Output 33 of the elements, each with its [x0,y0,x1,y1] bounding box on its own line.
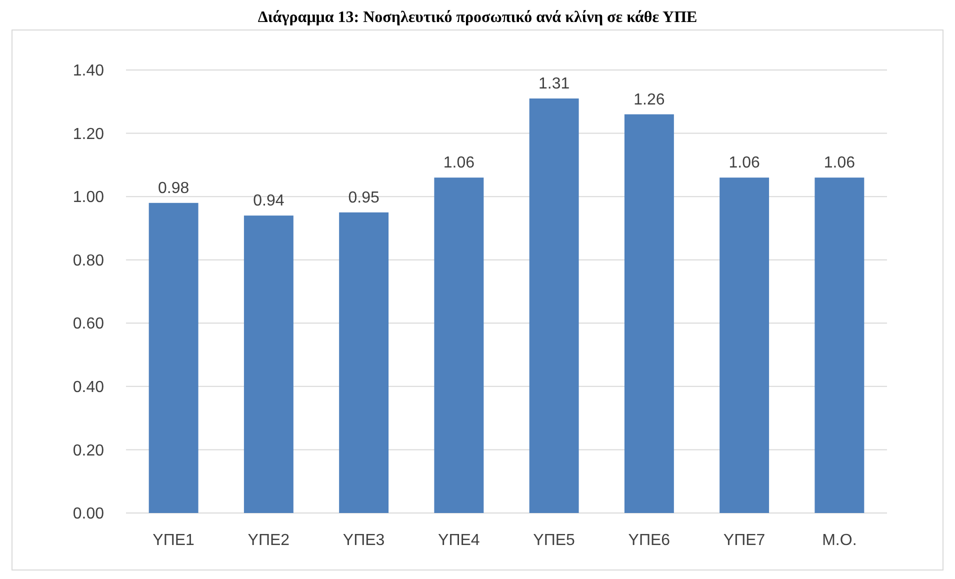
data-label: 1.26 [634,91,665,108]
y-tick-label: 1.20 [72,126,104,143]
bar [624,114,674,513]
y-tick-label: 0.80 [72,252,104,270]
chart-title: Διάγραμμα 13: Νοσηλευτικό προσωπικό ανά κλίνη σε κάθε ΥΠΕ [258,9,698,26]
data-label: 0.94 [253,192,284,210]
y-tick-label: 0.20 [72,442,104,460]
data-label: 0.98 [158,180,190,197]
bar [529,98,579,513]
data-label: 1.06 [824,154,856,172]
bar [244,216,294,513]
data-label: 1.31 [538,75,570,92]
x-tick-label: ΥΠΕ5 [533,532,576,549]
x-tick-label: ΥΠΕ6 [628,532,670,549]
y-tick-label: 1.40 [72,62,104,80]
x-tick-label: ΥΠΕ7 [723,532,766,549]
bar [148,202,198,513]
x-tick-label: ΥΠΕ4 [438,532,480,549]
bar [339,212,389,513]
y-tick-label: 1.00 [72,189,104,206]
x-tick-label: ΥΠΕ3 [342,532,385,549]
x-tick-label: Μ.Ο. [822,532,857,549]
bar [814,178,864,513]
y-tick-label: 0.40 [72,379,104,396]
bar [720,178,770,513]
bar [434,178,484,513]
y-tick-label: 0.00 [72,506,104,523]
x-tick-label: ΥΠΕ2 [248,532,290,549]
data-label: 1.06 [728,154,760,172]
data-label: 0.95 [348,189,380,206]
y-tick-label: 0.60 [72,316,104,333]
data-label: 1.06 [443,154,475,172]
x-tick-label: ΥΠΕ1 [152,532,195,549]
